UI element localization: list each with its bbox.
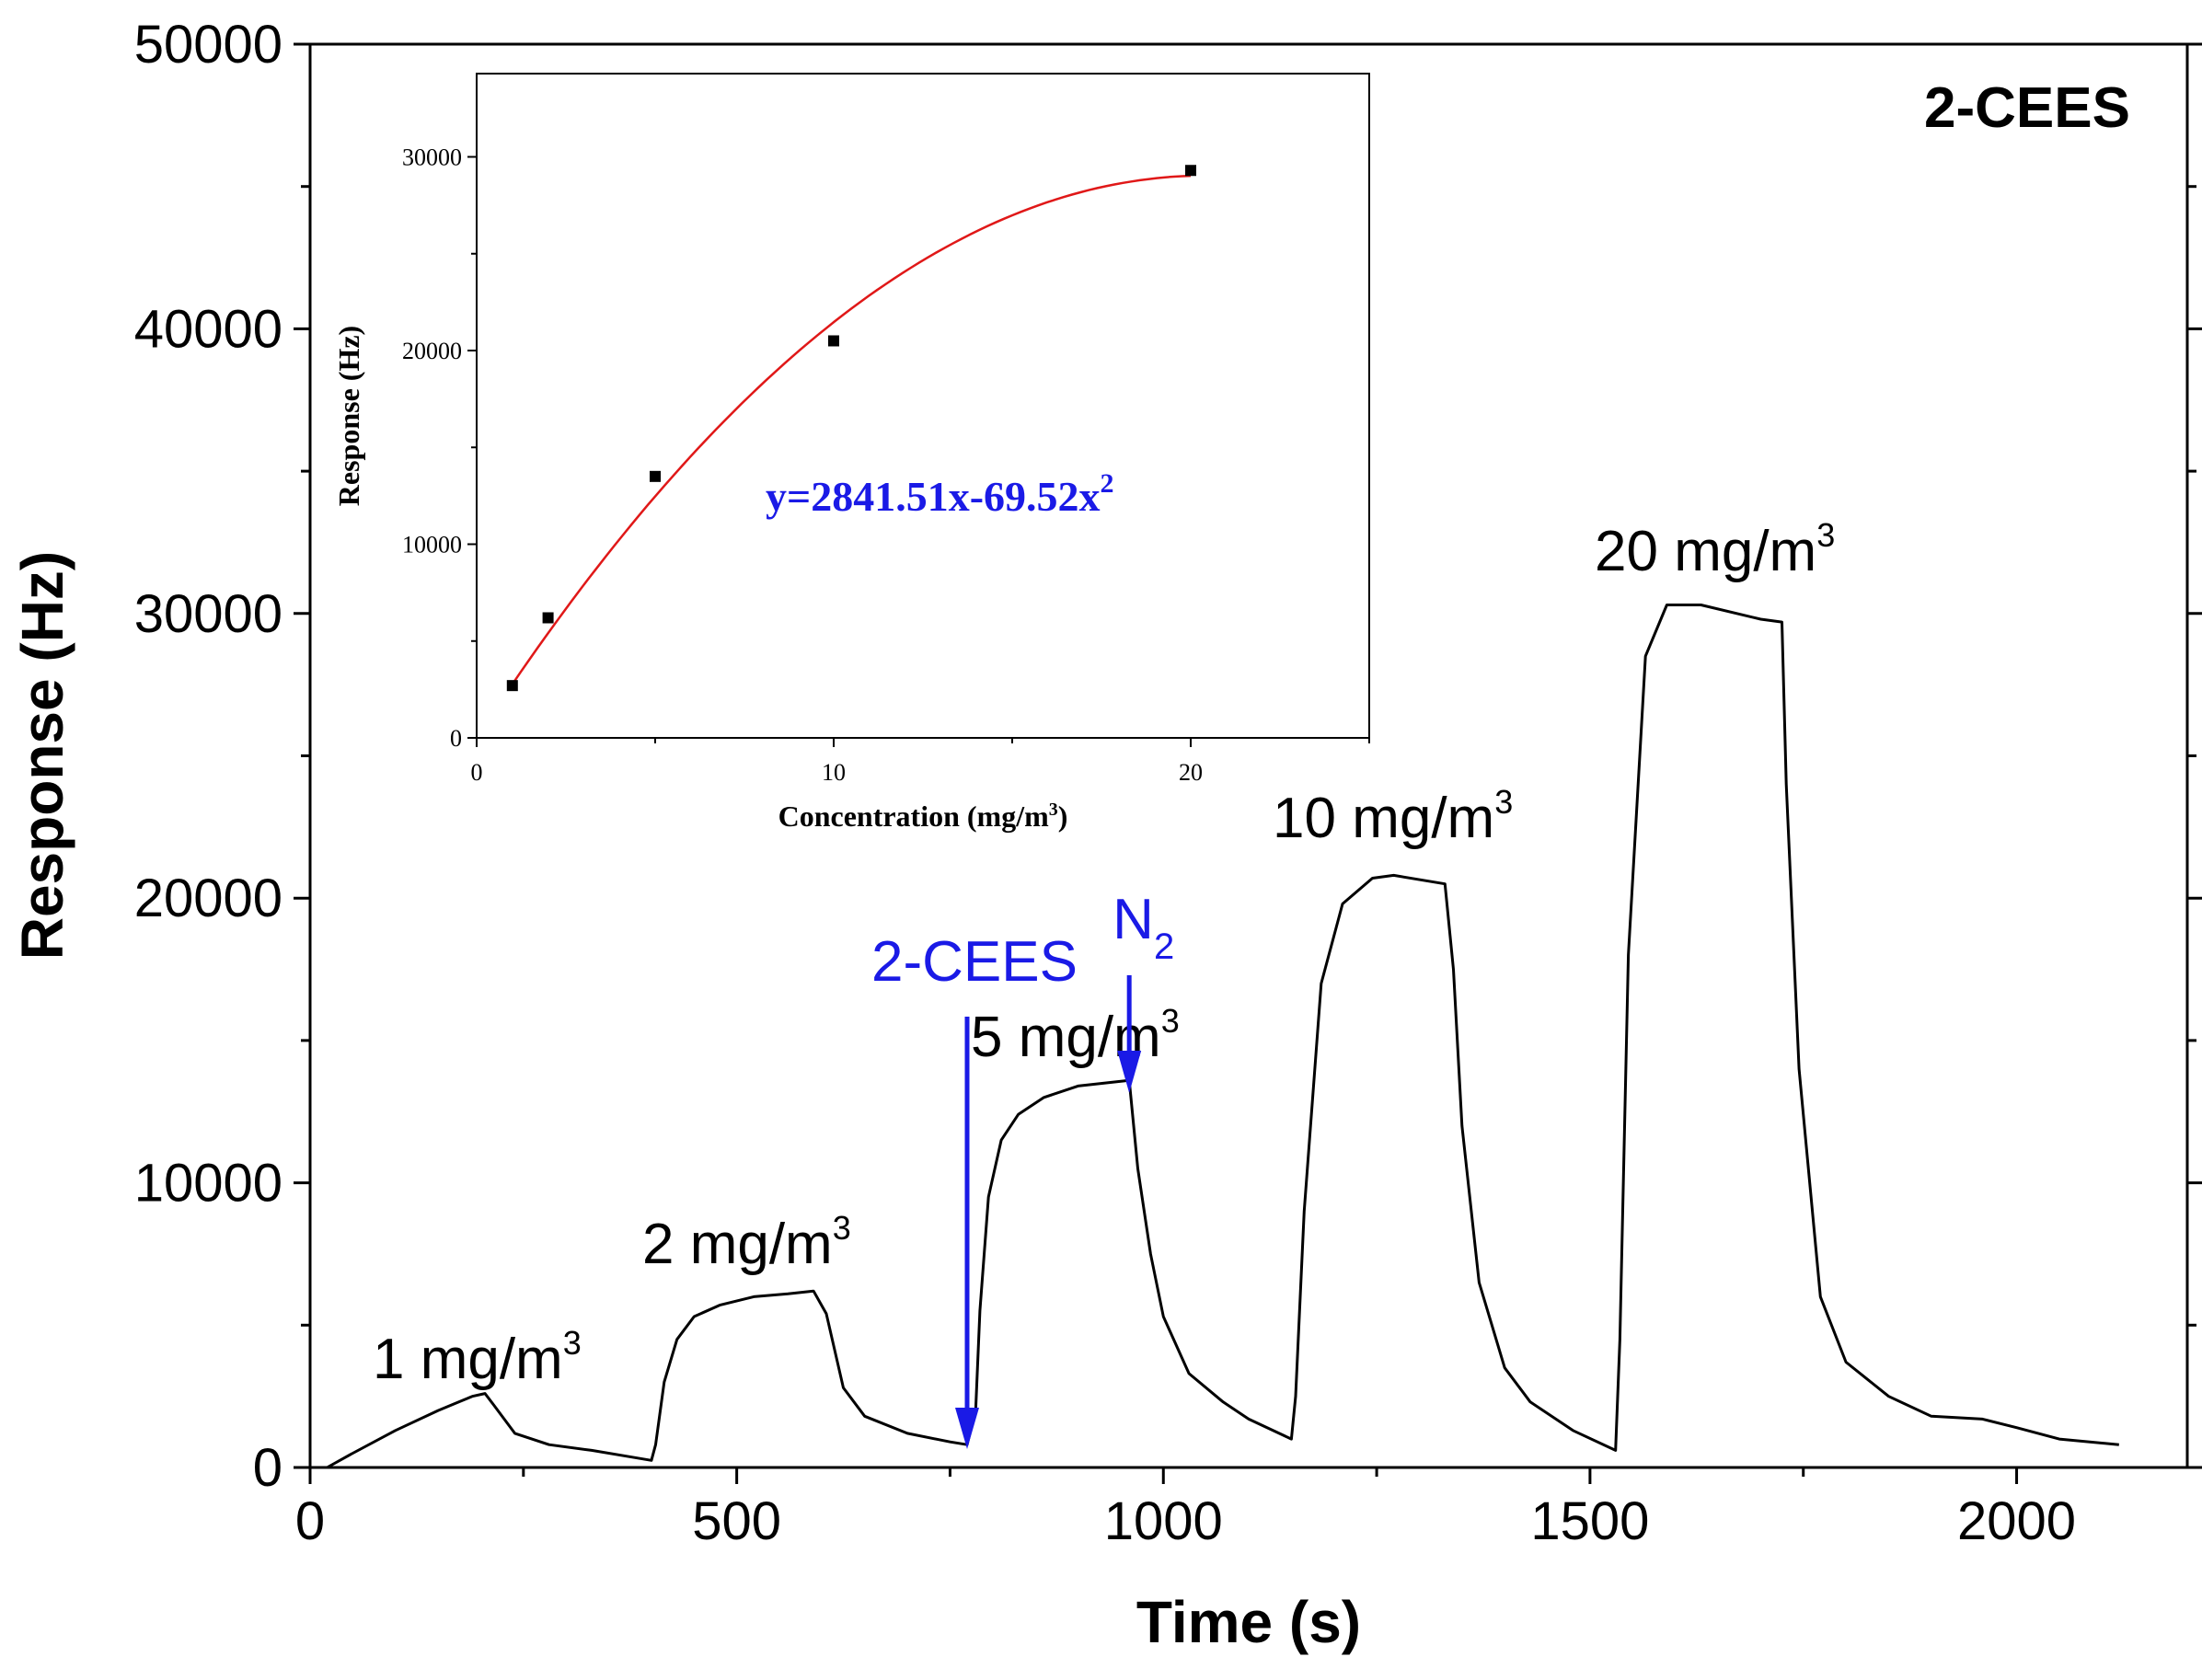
- concentration-label-5: 5 mg/m3: [971, 1002, 1180, 1069]
- inset-fit-curve: [511, 174, 1192, 685]
- x-tick-label: 1500: [1530, 1491, 1649, 1551]
- gas-off-arrow: [1117, 975, 1142, 1093]
- inset-y-tick-label: 0: [450, 725, 462, 752]
- inset-data-point: [828, 335, 839, 347]
- gas-on-label: 2-CEES: [871, 930, 1078, 994]
- inset-x-tick-label: 20: [1179, 759, 1203, 786]
- inset-y-axis-title: Response (Hz): [332, 326, 365, 506]
- gas-off-label: N2: [1113, 888, 1174, 967]
- inset-x-tick-label: 0: [471, 759, 483, 786]
- concentration-label-20: 20 mg/m3: [1595, 516, 1835, 583]
- x-tick-label: 1000: [1104, 1491, 1223, 1551]
- inset-axis-ticks: [467, 155, 1370, 747]
- concentration-label-2: 2 mg/m3: [642, 1209, 851, 1276]
- response-curve: [326, 604, 2119, 1469]
- concentration-label-1: 1 mg/m3: [373, 1324, 582, 1391]
- y-tick-label: 50000: [134, 15, 282, 75]
- inset-data-point: [650, 470, 661, 482]
- inset-axis-tick-labels: 0 10 20 0 10000 20000 30000: [402, 144, 1203, 786]
- inset-data-point: [506, 680, 518, 692]
- main-y-axis-title: Response (Hz): [9, 551, 75, 961]
- gas-on-arrow: [955, 1017, 979, 1449]
- inset-data-points: [506, 165, 1196, 692]
- y-tick-label: 20000: [134, 869, 282, 928]
- main-x-axis-title: Time (s): [1136, 1589, 1361, 1655]
- main-axis-ticks: [294, 42, 2202, 1484]
- inset-y-tick-label: 10000: [402, 532, 462, 558]
- inset-y-tick-label: 20000: [402, 338, 462, 364]
- gas-label: 2-CEES: [1924, 76, 2130, 140]
- y-tick-label: 10000: [134, 1154, 282, 1214]
- x-tick-label: 0: [295, 1491, 325, 1551]
- y-tick-label: 0: [253, 1438, 282, 1498]
- y-tick-label: 40000: [134, 299, 282, 359]
- concentration-label-10: 10 mg/m3: [1273, 783, 1513, 850]
- inset-x-tick-label: 10: [822, 759, 846, 786]
- x-tick-label: 2000: [1957, 1491, 2076, 1551]
- inset-y-tick-label: 30000: [402, 144, 462, 171]
- inset-data-point: [1185, 165, 1196, 177]
- inset-x-axis-title: Concentration (mg/m3): [778, 800, 1068, 833]
- x-tick-label: 500: [692, 1491, 781, 1551]
- fit-equation: y=2841.51x-69.52x2: [766, 468, 1114, 520]
- inset-plot-frame: [476, 73, 1370, 739]
- y-tick-label: 30000: [134, 584, 282, 644]
- inset-data-point: [542, 612, 554, 624]
